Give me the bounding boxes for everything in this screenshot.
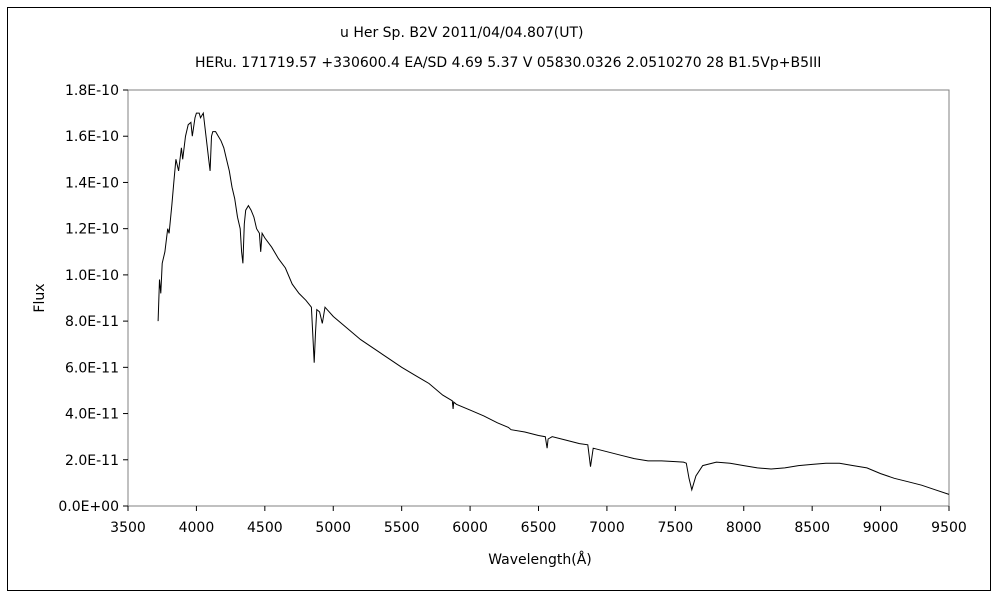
y-tick-label: 1.0E-10 bbox=[65, 268, 119, 284]
y-tick-label: 6.0E-11 bbox=[65, 360, 119, 376]
y-tick-label: 0.0E+00 bbox=[58, 499, 119, 515]
x-axis-label: Wavelength(Å) bbox=[488, 551, 592, 568]
plot-area bbox=[127, 89, 950, 507]
spectrum-line bbox=[157, 111, 950, 495]
y-tick-label: 1.8E-10 bbox=[65, 83, 119, 99]
x-tick-label: 7000 bbox=[589, 520, 625, 536]
x-tick-label: 6000 bbox=[452, 520, 488, 536]
y-axis-label: Flux bbox=[32, 283, 48, 312]
x-tick-label: 6500 bbox=[521, 520, 557, 536]
chart-title: u Her Sp. B2V 2011/04/04.807(UT) bbox=[340, 25, 584, 41]
x-tick-label: 3500 bbox=[110, 520, 146, 536]
y-tick-label: 1.2E-10 bbox=[65, 222, 119, 238]
x-tick-label: 8500 bbox=[794, 520, 830, 536]
y-tick-label: 2.0E-11 bbox=[65, 453, 119, 469]
x-axis: 3500 4000 4500 5000 5500 6000 6500 7000 7500 8000… bbox=[110, 506, 967, 536]
x-tick-label: 4000 bbox=[179, 520, 215, 536]
x-tick-label: 8000 bbox=[726, 520, 762, 536]
y-tick-label: 4.0E-11 bbox=[65, 407, 119, 423]
x-tick-label: 5000 bbox=[315, 520, 351, 536]
y-tick-label: 1.4E-10 bbox=[65, 175, 119, 191]
y-tick-label: 1.6E-10 bbox=[65, 129, 119, 145]
chart-subtitle: HERu. 171719.57 +330600.4 EA/SD 4.69 5.3… bbox=[195, 55, 822, 71]
y-axis: 0.0E+00 2.0E-11 4.0E-11 6.0E-11 8.0E-11 1.0E-… bbox=[58, 83, 128, 515]
x-tick-label: 7500 bbox=[658, 520, 694, 536]
x-tick-label: 9500 bbox=[931, 520, 967, 536]
x-tick-label: 9000 bbox=[863, 520, 899, 536]
chart-frame bbox=[7, 7, 991, 591]
x-tick-label: 5500 bbox=[384, 520, 420, 536]
x-tick-label: 4500 bbox=[247, 520, 283, 536]
y-tick-label: 8.0E-11 bbox=[65, 314, 119, 330]
